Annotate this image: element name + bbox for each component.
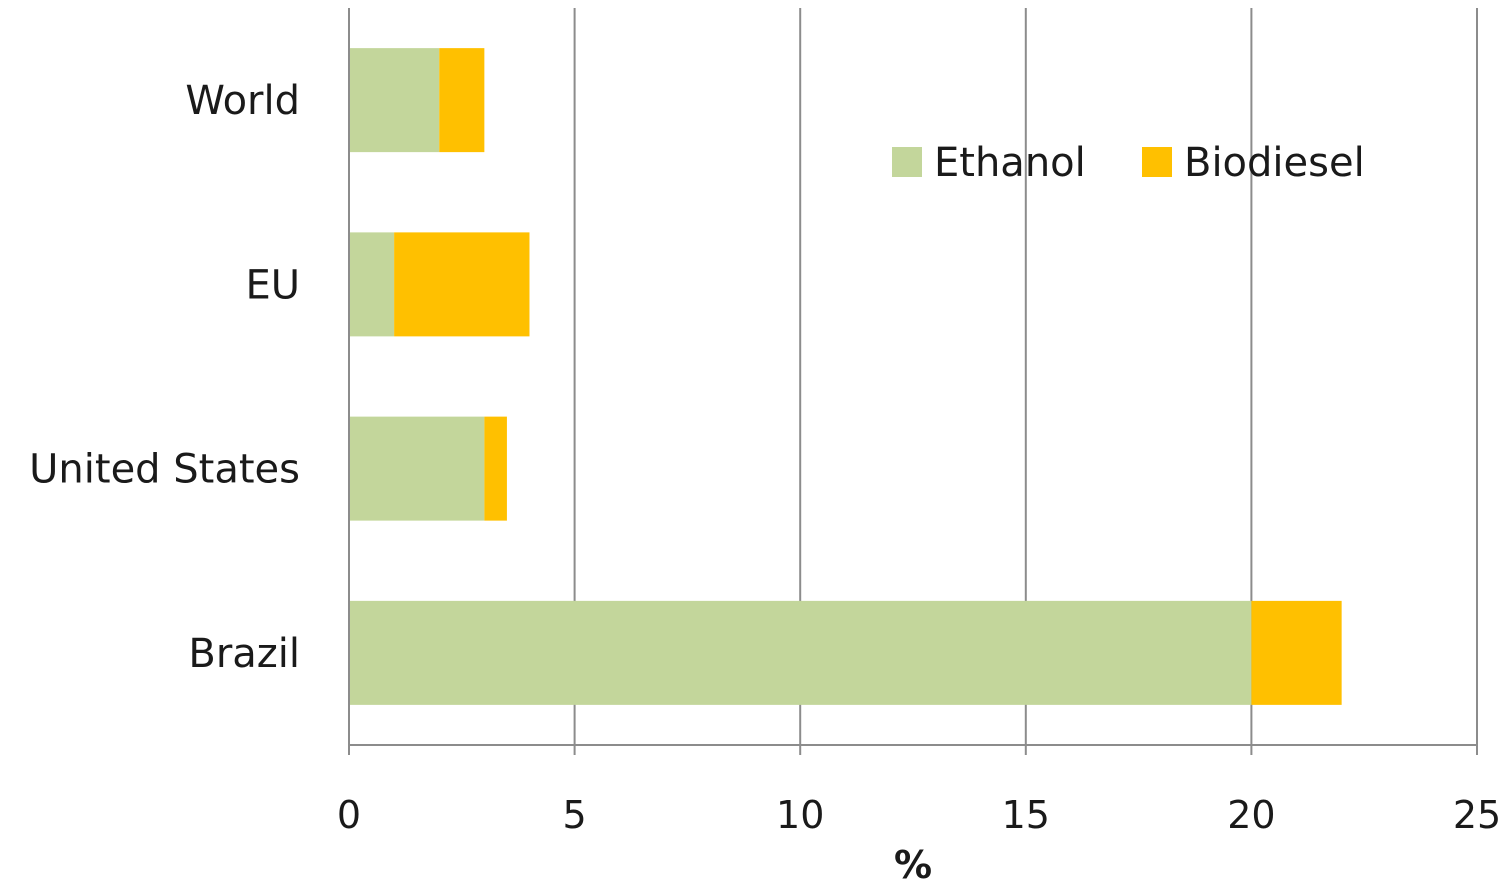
category-label-eu: EU <box>245 262 300 308</box>
bar-eu-biodiesel <box>394 232 530 337</box>
category-label-brazil: Brazil <box>188 631 300 677</box>
bars <box>349 48 1342 705</box>
x-tick-label-20: 20 <box>1227 793 1275 837</box>
labels: 0 5 10 15 20 25% World EU United States Brazil <box>29 78 1501 883</box>
category-label-world: World <box>185 78 300 124</box>
axes <box>348 8 1478 755</box>
x-tick-label-10: 10 <box>776 793 824 837</box>
legend: Ethanol Biodiesel <box>892 140 1365 186</box>
x-tick-label-0: 0 <box>337 793 361 837</box>
legend-label-ethanol: Ethanol <box>934 140 1086 186</box>
legend-swatch-ethanol <box>892 147 922 177</box>
bar-united-states-ethanol <box>349 416 485 521</box>
bar-brazil-biodiesel <box>1251 600 1342 705</box>
x-axis-title: % <box>894 843 932 883</box>
bar-world-biodiesel <box>439 48 485 153</box>
category-label-united-states: United States <box>29 447 300 493</box>
legend-swatch-biodiesel <box>1142 147 1172 177</box>
bar-united-states-biodiesel <box>484 416 507 521</box>
x-tick-label-25: 25 <box>1453 793 1501 837</box>
bar-world-ethanol <box>349 48 440 153</box>
x-tick-label-5: 5 <box>563 793 587 837</box>
legend-label-biodiesel: Biodiesel <box>1184 140 1365 186</box>
bar-eu-ethanol <box>349 232 395 337</box>
x-tick-label-15: 15 <box>1002 793 1050 837</box>
bar-brazil-ethanol <box>349 600 1252 705</box>
